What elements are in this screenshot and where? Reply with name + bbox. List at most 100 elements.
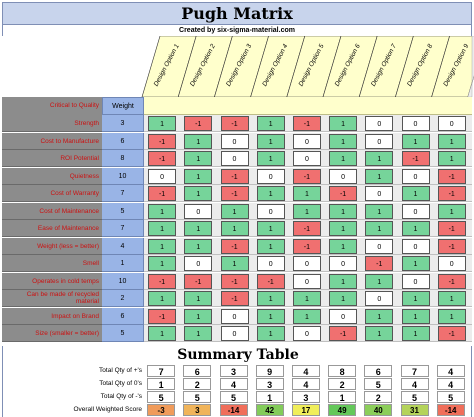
summary-count-cell[interactable]: 8 — [328, 365, 357, 377]
score-cell[interactable]: 0 — [401, 116, 430, 131]
summary-count-cell[interactable]: 4 — [291, 378, 320, 390]
score-cell[interactable]: 1 — [148, 291, 177, 306]
score-cell[interactable]: 0 — [184, 203, 213, 219]
summary-count-cell[interactable]: 1 — [328, 391, 357, 403]
score-cell[interactable]: 1 — [401, 133, 430, 149]
summary-count-cell[interactable]: 1 — [255, 391, 284, 403]
score-cell[interactable]: 0 — [220, 308, 249, 324]
criterion-weight[interactable]: 4 — [102, 237, 144, 255]
score-cell[interactable]: -1 — [220, 186, 249, 201]
weighted-score-cell[interactable]: 40 — [364, 404, 393, 416]
score-cell[interactable]: 1 — [329, 151, 358, 166]
score-cell[interactable]: 0 — [365, 116, 394, 131]
score-cell[interactable]: 1 — [329, 221, 358, 236]
criterion-weight[interactable]: 8 — [102, 150, 144, 167]
score-cell[interactable]: 1 — [220, 203, 249, 219]
weighted-score-cell[interactable]: -14 — [219, 404, 248, 416]
summary-count-cell[interactable]: 5 — [364, 378, 393, 390]
score-cell[interactable]: -1 — [329, 326, 358, 341]
summary-count-cell[interactable]: 3 — [255, 378, 284, 390]
criterion-label[interactable]: Size (smaller = better) — [2, 325, 102, 342]
score-cell[interactable]: -1 — [437, 186, 466, 201]
score-cell[interactable]: -1 — [148, 186, 177, 201]
score-cell[interactable]: 0 — [365, 186, 394, 201]
score-cell[interactable]: 0 — [401, 168, 430, 184]
criterion-weight[interactable]: 10 — [102, 167, 144, 185]
score-cell[interactable]: 0 — [184, 256, 213, 271]
score-cell[interactable]: 1 — [365, 221, 394, 236]
score-cell[interactable]: 0 — [401, 273, 430, 289]
score-cell[interactable]: 1 — [148, 221, 177, 236]
score-cell[interactable]: 1 — [220, 256, 249, 271]
score-cell[interactable]: 1 — [256, 186, 285, 201]
criterion-label[interactable]: Weight (less = better) — [2, 237, 102, 255]
score-cell[interactable]: 1 — [148, 116, 177, 131]
score-cell[interactable]: 1 — [220, 221, 249, 236]
score-cell[interactable]: -1 — [148, 151, 177, 166]
score-cell[interactable]: 1 — [184, 326, 213, 341]
criterion-label[interactable]: Smell — [2, 255, 102, 272]
score-cell[interactable]: 1 — [148, 238, 177, 254]
summary-count-cell[interactable]: 7 — [147, 365, 176, 377]
score-cell[interactable]: -1 — [256, 273, 285, 289]
score-cell[interactable]: -1 — [292, 221, 321, 236]
score-cell[interactable]: 1 — [437, 133, 466, 149]
score-cell[interactable]: 1 — [184, 291, 213, 306]
score-cell[interactable]: 0 — [365, 291, 394, 306]
score-cell[interactable]: 0 — [256, 168, 285, 184]
summary-count-cell[interactable]: 2 — [364, 391, 393, 403]
summary-count-cell[interactable]: 5 — [436, 391, 465, 403]
score-cell[interactable]: -1 — [401, 151, 430, 166]
score-cell[interactable]: -1 — [148, 273, 177, 289]
score-cell[interactable]: 0 — [365, 238, 394, 254]
score-cell[interactable]: 1 — [365, 203, 394, 219]
score-cell[interactable]: 1 — [184, 151, 213, 166]
summary-count-cell[interactable]: 6 — [364, 365, 393, 377]
score-cell[interactable]: -1 — [220, 116, 249, 131]
criterion-weight[interactable]: 5 — [102, 202, 144, 220]
score-cell[interactable]: 1 — [365, 168, 394, 184]
score-cell[interactable]: 1 — [401, 186, 430, 201]
score-cell[interactable]: -1 — [148, 133, 177, 149]
weighted-score-cell[interactable]: -14 — [436, 404, 465, 416]
score-cell[interactable]: -1 — [437, 168, 466, 184]
score-cell[interactable]: 1 — [401, 291, 430, 306]
criterion-weight[interactable]: 7 — [102, 220, 144, 237]
score-cell[interactable]: 0 — [292, 273, 321, 289]
score-cell[interactable]: -1 — [148, 308, 177, 324]
score-cell[interactable]: -1 — [184, 273, 213, 289]
criterion-weight[interactable]: 3 — [102, 115, 144, 132]
score-cell[interactable]: 0 — [329, 256, 358, 271]
score-cell[interactable]: 1 — [401, 256, 430, 271]
score-cell[interactable]: 0 — [292, 326, 321, 341]
score-cell[interactable]: 0 — [401, 203, 430, 219]
score-cell[interactable]: 1 — [365, 151, 394, 166]
criterion-label[interactable]: ROI Potential — [2, 150, 102, 167]
score-cell[interactable]: 1 — [329, 203, 358, 219]
summary-count-cell[interactable]: 3 — [219, 365, 248, 377]
score-cell[interactable]: -1 — [437, 238, 466, 254]
score-cell[interactable]: 1 — [365, 273, 394, 289]
score-cell[interactable]: 1 — [184, 238, 213, 254]
score-cell[interactable]: -1 — [365, 256, 394, 271]
summary-count-cell[interactable]: 6 — [183, 365, 212, 377]
score-cell[interactable]: -1 — [292, 238, 321, 254]
ctq-column-header[interactable]: Critical to Quality — [2, 97, 102, 115]
score-cell[interactable]: 1 — [184, 133, 213, 149]
score-cell[interactable]: -1 — [437, 221, 466, 236]
score-cell[interactable]: 1 — [256, 291, 285, 306]
summary-count-cell[interactable]: 4 — [291, 365, 320, 377]
summary-count-cell[interactable]: 3 — [291, 391, 320, 403]
score-cell[interactable]: 0 — [220, 326, 249, 341]
summary-count-cell[interactable]: 1 — [147, 378, 176, 390]
criterion-weight[interactable]: 6 — [102, 132, 144, 150]
score-cell[interactable]: -1 — [220, 168, 249, 184]
criterion-label[interactable]: Quietness — [2, 167, 102, 185]
score-cell[interactable]: 1 — [401, 326, 430, 341]
weighted-score-cell[interactable]: 42 — [255, 404, 284, 416]
summary-count-cell[interactable]: 7 — [400, 365, 429, 377]
score-cell[interactable]: 1 — [329, 291, 358, 306]
weighted-score-cell[interactable]: -3 — [147, 404, 176, 416]
score-cell[interactable]: 0 — [437, 256, 466, 271]
score-cell[interactable]: 0 — [220, 151, 249, 166]
